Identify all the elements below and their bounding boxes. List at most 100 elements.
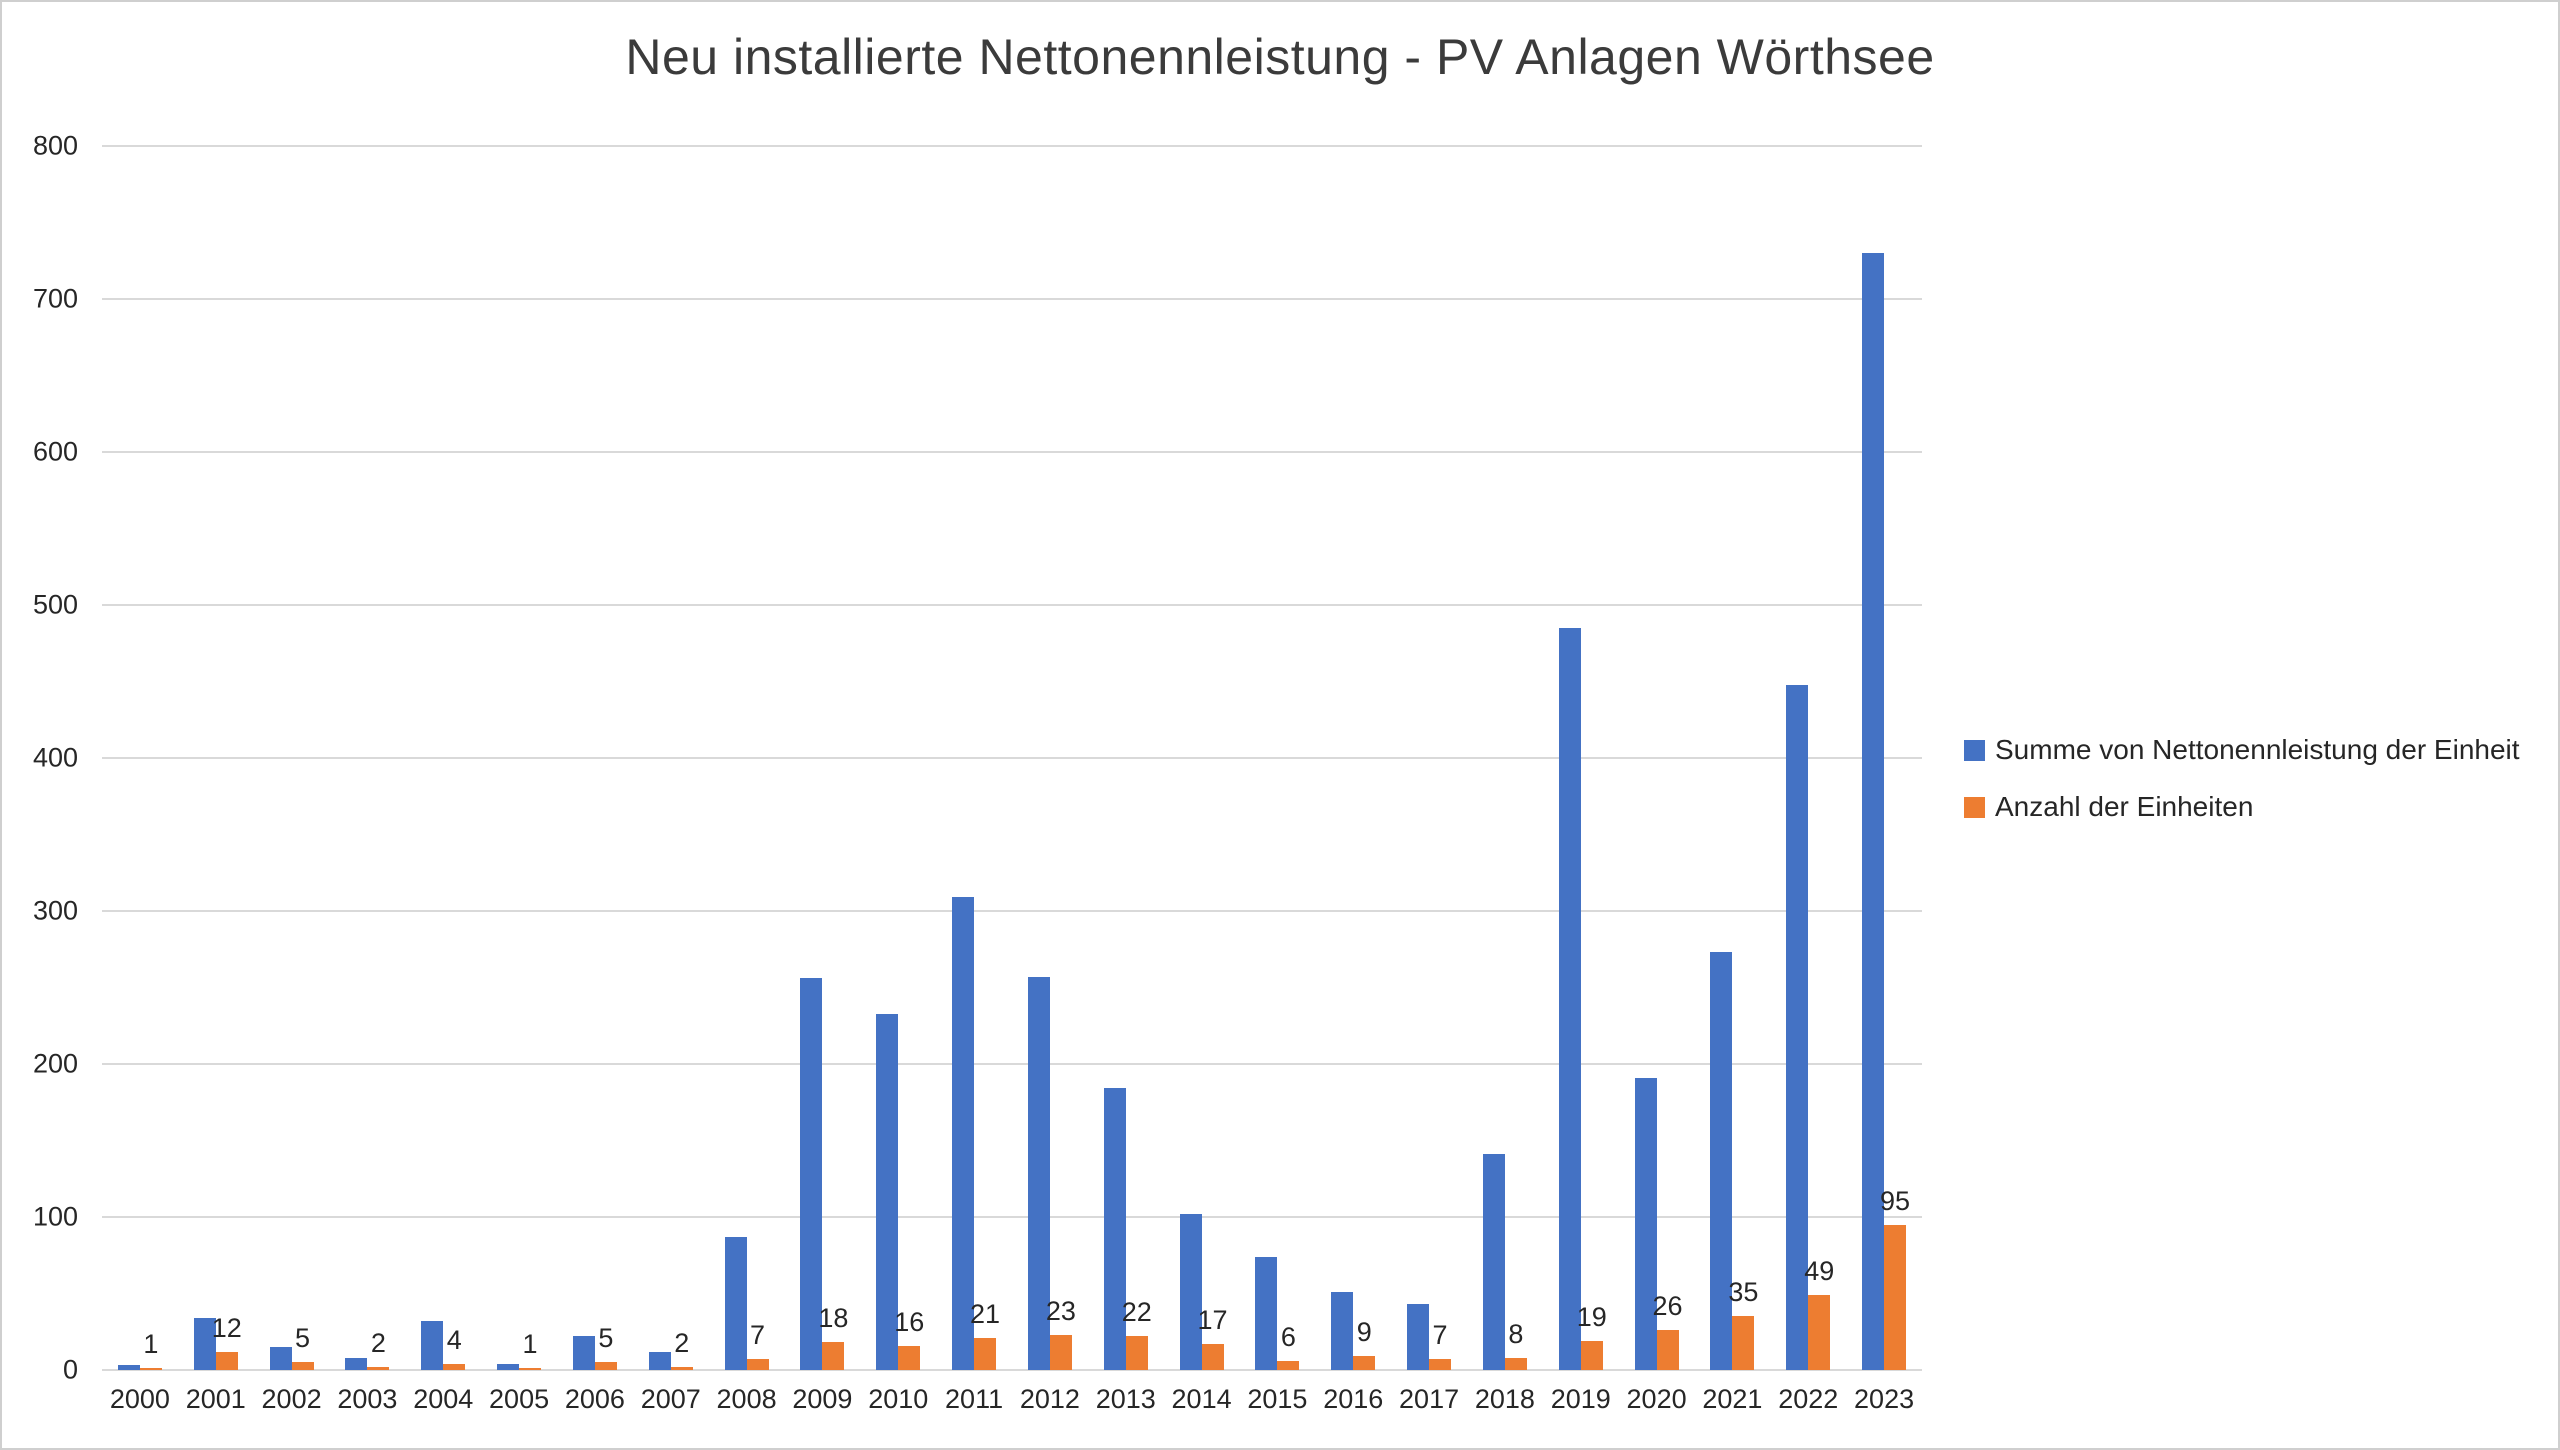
legend-swatch-anzahl: [1964, 796, 1985, 818]
category-2003: 2 2003: [330, 146, 406, 1414]
bar-nettonennleistung-2012: [1027, 976, 1050, 1370]
bar-nettonennleistung-2020: [1634, 1077, 1657, 1370]
x-axis-label-2012: 2012: [1019, 1384, 1080, 1414]
y-axis-label-500: 500: [32, 589, 78, 620]
bar-anzahl-2007: [670, 1366, 693, 1370]
data-label-anzahl-2023: 95: [1880, 1185, 1911, 1216]
data-label-anzahl-2017: 7: [1432, 1320, 1448, 1351]
bar-anzahl-2017: [1429, 1359, 1452, 1370]
bar-nettonennleistung-2016: [1331, 1291, 1354, 1370]
category-2021: 35 2021: [1695, 146, 1771, 1414]
category-2018: 8 2018: [1467, 146, 1543, 1414]
x-axis-label-2008: 2008: [716, 1384, 777, 1414]
bar-anzahl-2021: [1732, 1316, 1755, 1370]
bar-anzahl-2003: [367, 1366, 390, 1370]
bar-anzahl-2014: [1201, 1344, 1224, 1370]
bar-nettonennleistung-2000: [117, 1365, 140, 1370]
bar-nettonennleistung-2015: [1255, 1256, 1278, 1370]
bar-nettonennleistung-2002: [269, 1347, 292, 1370]
x-axis-label-2002: 2002: [261, 1384, 322, 1414]
bar-nettonennleistung-2014: [1179, 1213, 1202, 1370]
bar-anzahl-2023: [1884, 1224, 1907, 1370]
x-axis-label-2013: 2013: [1095, 1384, 1156, 1414]
gridline-0: [102, 1369, 1922, 1371]
gridline-400: [102, 757, 1922, 759]
data-label-anzahl-2002: 5: [295, 1323, 311, 1354]
x-axis-label-2010: 2010: [868, 1384, 929, 1414]
bar-anzahl-2016: [1353, 1356, 1376, 1370]
category-2015: 6 2015: [1240, 146, 1316, 1414]
legend-item-anzahl: Anzahl der Einheiten: [1964, 791, 2520, 822]
category-2009: 18 2009: [785, 146, 861, 1414]
x-axis-label-2021: 2021: [1702, 1384, 1763, 1414]
bar-nettonennleistung-2008: [724, 1236, 747, 1370]
bar-nettonennleistung-2013: [1103, 1088, 1126, 1370]
x-axis-label-2014: 2014: [1171, 1384, 1232, 1414]
y-axis-label-100: 100: [32, 1201, 78, 1232]
data-label-anzahl-2013: 22: [1121, 1297, 1152, 1328]
category-2006: 5 2006: [557, 146, 633, 1414]
data-label-anzahl-2018: 8: [1508, 1318, 1524, 1349]
gridline-600: [102, 451, 1922, 453]
y-axis-label-300: 300: [32, 895, 78, 926]
bar-nettonennleistung-2018: [1482, 1154, 1505, 1370]
category-2005: 1 2005: [481, 146, 557, 1414]
bar-anzahl-2000: [139, 1368, 162, 1370]
category-2007: 2 2007: [633, 146, 709, 1414]
data-label-anzahl-2015: 6: [1280, 1321, 1296, 1352]
x-axis-label-2006: 2006: [564, 1384, 625, 1414]
x-axis-label-2003: 2003: [337, 1384, 398, 1414]
data-label-anzahl-2001: 12: [211, 1312, 242, 1343]
chart-title: Neu installierte Nettonennleistung - PV …: [625, 29, 1935, 85]
x-axis-label-2023: 2023: [1854, 1384, 1915, 1414]
x-axis-label-2016: 2016: [1323, 1384, 1384, 1414]
data-label-anzahl-2014: 17: [1197, 1305, 1228, 1335]
bar-anzahl-2010: [898, 1345, 921, 1370]
bar-nettonennleistung-2021: [1710, 952, 1733, 1370]
x-axis-label-2009: 2009: [792, 1384, 853, 1414]
category-2022: 49 2022: [1770, 146, 1846, 1414]
category-2017: 7 2017: [1391, 146, 1467, 1414]
data-label-anzahl-2010: 16: [894, 1306, 925, 1337]
bar-nettonennleistung-2023: [1862, 253, 1885, 1370]
gridline-500: [102, 604, 1922, 606]
x-axis-label-2011: 2011: [945, 1384, 1004, 1414]
bar-nettonennleistung-2006: [572, 1336, 595, 1370]
category-2019: 19 2019: [1543, 146, 1619, 1414]
bar-nettonennleistung-2004: [421, 1321, 444, 1370]
bar-anzahl-2022: [1808, 1295, 1831, 1370]
bar-nettonennleistung-2007: [648, 1351, 671, 1370]
category-2001: 12 2001: [178, 146, 254, 1414]
legend-label-nettonennleistung: Summe von Nettonennleistung der Einheit: [1995, 734, 2520, 765]
legend: Summe von Nettonennleistung der Einheit …: [1964, 734, 2520, 850]
category-2004: 4 2004: [405, 146, 481, 1414]
bar-anzahl-2013: [1125, 1336, 1148, 1370]
data-label-anzahl-2005: 1: [522, 1329, 538, 1360]
x-axis-label-2000: 2000: [109, 1384, 170, 1414]
bar-anzahl-2006: [594, 1362, 617, 1370]
bar-anzahl-2005: [519, 1368, 542, 1370]
data-label-anzahl-2008: 7: [750, 1320, 766, 1351]
y-axis-label-600: 600: [32, 436, 78, 467]
bar-anzahl-2015: [1277, 1360, 1300, 1370]
category-2016: 9 2016: [1315, 146, 1391, 1414]
y-axis-label-700: 700: [32, 283, 78, 314]
x-axis-label-2018: 2018: [1474, 1384, 1535, 1414]
y-axis-label-800: 800: [32, 130, 78, 161]
x-axis-label-2022: 2022: [1778, 1384, 1839, 1414]
bar-anzahl-2019: [1580, 1340, 1603, 1370]
data-label-anzahl-2022: 49: [1804, 1256, 1835, 1287]
x-axis-label-2005: 2005: [489, 1384, 550, 1414]
bar-nettonennleistung-2022: [1786, 684, 1809, 1370]
x-axis-label-2019: 2019: [1550, 1384, 1611, 1414]
category-2013: 22 2013: [1088, 146, 1164, 1414]
data-label-anzahl-2012: 23: [1045, 1295, 1076, 1326]
x-axis-label-2015: 2015: [1247, 1384, 1308, 1414]
legend-item-nettonennleistung: Summe von Nettonennleistung der Einheit: [1964, 734, 2520, 765]
category-2002: 5 2002: [254, 146, 330, 1414]
data-label-anzahl-2021: 35: [1728, 1277, 1759, 1308]
data-label-anzahl-2000: 1: [143, 1329, 159, 1360]
category-2012: 23 2012: [1012, 146, 1088, 1414]
category-2020: 26 2020: [1619, 146, 1695, 1414]
bar-nettonennleistung-2009: [800, 978, 823, 1370]
